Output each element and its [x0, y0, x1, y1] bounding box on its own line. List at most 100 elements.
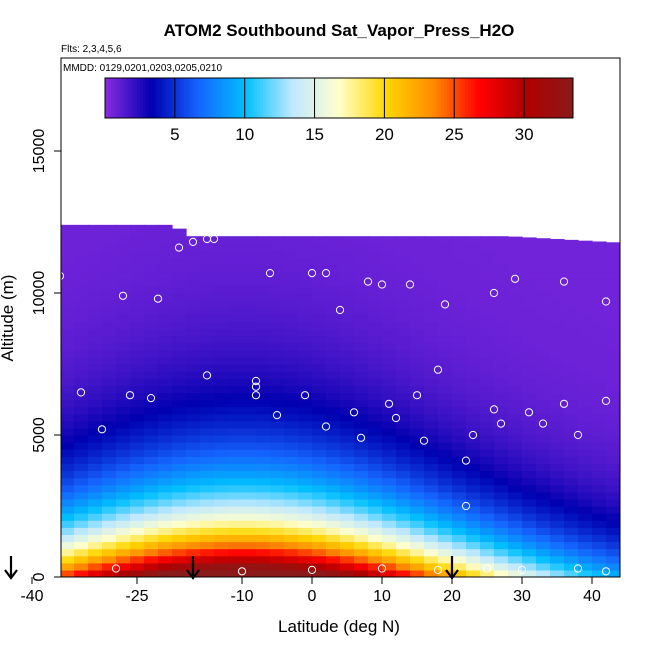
heatmap-cell [4, 364, 19, 372]
heatmap-cell [564, 555, 579, 564]
heatmap-cell [354, 498, 369, 507]
heatmap-cell [522, 463, 537, 472]
heatmap-cell [32, 485, 47, 493]
colorbar-segment [388, 78, 393, 118]
latitude-arrow [4, 556, 18, 580]
heatmap-cell [284, 385, 299, 393]
heatmap-cell [102, 435, 117, 443]
heatmap-cell [508, 569, 523, 577]
heatmap-cell [200, 413, 215, 422]
sample-point [111, 564, 121, 573]
heatmap-cell [228, 342, 243, 351]
heatmap-cell [0, 243, 5, 251]
heatmap-cell [0, 492, 5, 500]
sample-point [335, 305, 345, 315]
heatmap-cell [606, 406, 620, 415]
heatmap-cell [102, 420, 117, 429]
heatmap-cell [102, 229, 117, 237]
x-tick-label: -40 [20, 588, 43, 605]
heatmap-cell [396, 498, 411, 507]
heatmap-cell [592, 307, 607, 315]
heatmap-cell [312, 257, 327, 266]
heatmap-cell [61, 307, 75, 315]
heatmap-cell [312, 243, 327, 251]
heatmap-cell [0, 428, 5, 436]
heatmap-cell [32, 321, 47, 329]
heatmap-cell [382, 477, 397, 486]
heatmap-cell [410, 371, 425, 379]
heatmap-cell [74, 513, 89, 521]
heatmap-cell [172, 569, 187, 577]
heatmap-cell [592, 356, 607, 365]
heatmap-cell [550, 328, 565, 337]
flights-note: Flts: 2,3,4,5,6 [61, 44, 122, 55]
heatmap-cell [452, 321, 467, 330]
heatmap-cell [536, 278, 551, 287]
colorbar-segment [488, 78, 492, 118]
heatmap-cell [116, 243, 131, 251]
heatmap-cell [200, 257, 215, 266]
heatmap-cell [284, 506, 299, 514]
heatmap-cell [536, 364, 551, 372]
heatmap-cell [424, 371, 439, 379]
heatmap-cell [606, 392, 620, 401]
heatmap-cell [102, 314, 117, 322]
heatmap-cell [564, 506, 579, 514]
heatmap-cell [452, 427, 467, 436]
heatmap-cell [620, 478, 635, 486]
heatmap-cell [592, 285, 607, 294]
heatmap-cell [396, 427, 411, 436]
heatmap-cell [130, 378, 145, 386]
heatmap-cell [0, 478, 5, 486]
heatmap-cell [256, 491, 271, 500]
sample-point [496, 419, 506, 428]
heatmap-cell [522, 449, 537, 457]
heatmap-cell [382, 456, 397, 464]
heatmap-cell [88, 527, 103, 535]
heatmap-cell [410, 378, 425, 386]
heatmap-cell [0, 449, 5, 457]
heatmap-cell [172, 307, 187, 315]
heatmap-cell [242, 562, 257, 571]
heatmap-cell [88, 392, 103, 401]
heatmap-cell [256, 513, 271, 521]
heatmap-cell [550, 442, 565, 450]
heatmap-cell [354, 463, 369, 472]
heatmap-cell [592, 427, 607, 436]
heatmap-cell [466, 300, 481, 308]
heatmap-cell [46, 428, 61, 436]
heatmap-cell [144, 427, 159, 436]
heatmap-cell [466, 456, 481, 464]
heatmap-cell [144, 548, 159, 557]
heatmap-cell [536, 463, 551, 472]
heatmap-cell [298, 342, 313, 351]
heatmap-cell [61, 498, 75, 507]
heatmap-cell [480, 335, 495, 344]
heatmap-cell [88, 548, 103, 557]
heatmap-cell [4, 456, 19, 464]
heatmap-cell [116, 257, 131, 266]
heatmap-cell [256, 498, 271, 507]
heatmap-cell [242, 364, 257, 372]
heatmap-cell [312, 392, 327, 401]
heatmap-cell [214, 321, 229, 330]
heatmap-cell [88, 477, 103, 486]
heatmap-cell [606, 307, 620, 315]
heatmap-cell [494, 491, 509, 500]
colorbar-tick-label: 10 [235, 125, 254, 144]
heatmap-cell [368, 413, 383, 422]
heatmap-cell [382, 371, 397, 379]
heatmap-cell [354, 236, 369, 244]
colorbar-segment [447, 78, 451, 118]
heatmap-cell [32, 364, 47, 372]
heatmap-cell [18, 471, 33, 479]
colorbar-segment [526, 78, 530, 118]
heatmap-cell [494, 548, 509, 557]
heatmap-cell [508, 328, 523, 337]
heatmap-cell [340, 271, 355, 280]
heatmap-cell [340, 520, 355, 528]
heatmap-cell [452, 257, 467, 266]
heatmap-cell [508, 385, 523, 393]
heatmap-cell [326, 300, 341, 308]
heatmap-cell [424, 278, 439, 287]
